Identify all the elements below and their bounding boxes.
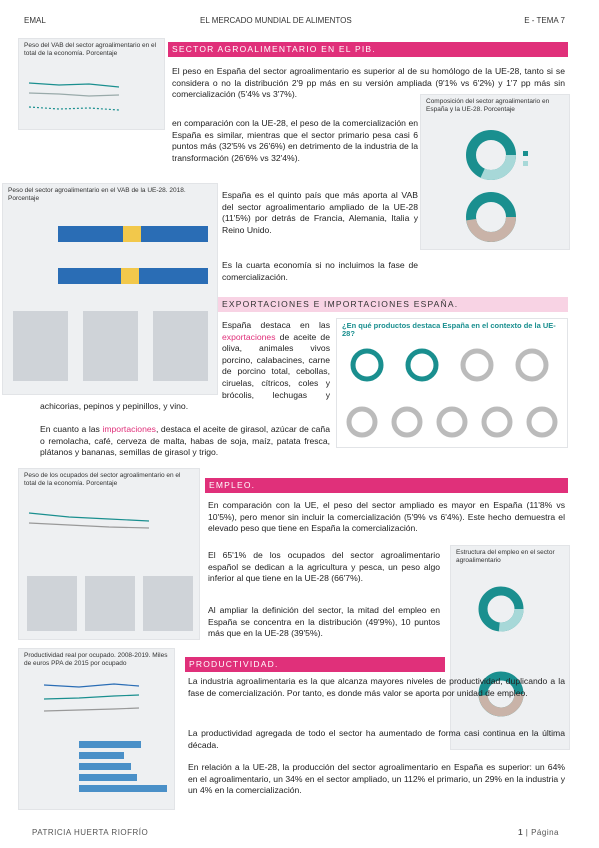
figure-graphic [466,130,528,242]
paragraph: España destaca en las exportaciones de a… [40,320,330,413]
figure-graphic [13,226,208,381]
section-heading: SECTOR AGROALIMENTARIO EN EL PIB. [168,42,568,57]
figure-graphic [28,82,120,111]
figure: Peso del VAB del sector agroalimentario … [18,38,165,130]
section-heading: EMPLEO. [205,478,568,493]
header-center: EL MERCADO MUNDIAL DE ALIMENTOS [200,16,352,25]
section-heading: PRODUCTIVIDAD. [185,657,445,672]
paragraph: en comparación con la UE-28, el peso de … [172,118,418,163]
text: , destaca el aceite de girasol, azúcar d… [40,424,330,458]
figure: ¿En qué productos destaca España en el c… [336,318,568,448]
figure-graphic [478,586,524,717]
figure: Peso de los ocupados del sector agroalim… [18,468,200,640]
paragraph: La industria agroalimentaria es la que a… [188,676,565,698]
paragraph: España es el quinto país que más aporta … [222,190,418,235]
figure-graphic [43,683,167,792]
text: En cuanto a las [40,424,103,434]
paragraph: Al ampliar la definición del sector, la … [208,605,440,639]
highlight: exportaciones [222,331,276,342]
paragraph: La productividad agregada de todo el sec… [188,728,565,750]
footer-page: 1 | Página [518,828,559,837]
text: de aceite de oliva, animales vivos porci… [40,331,330,412]
figure-graphic [27,512,193,631]
paragraph: El 65'1% de los ocupados del sector agro… [208,550,440,584]
figure-title: Peso del sector agroalimentario en el VA… [8,187,186,202]
footer-author: PATRICIA HUERTA RIOFRÍO [32,828,149,837]
highlight: importaciones [102,424,156,434]
figure-title: Peso del VAB del sector agroalimentario … [24,42,157,57]
paragraph: En comparación con la UE, el peso del se… [208,500,565,534]
figure-title: Estructura del empleo en el sector agroa… [456,549,555,564]
paragraph: Es la cuarta economía si no incluimos la… [222,260,418,282]
paragraph: El peso en España del sector agroaliment… [172,66,565,100]
figure: Productividad real por ocupado. 2008-201… [18,648,175,810]
page-word: Página [531,828,559,837]
figure-title: Composición del sector agroalimentario e… [426,98,550,113]
figure-title: Productividad real por ocupado. 2008-201… [24,652,168,667]
figure: Estructura del empleo en el sector agroa… [450,545,570,750]
figure: Composición del sector agroalimentario e… [420,94,570,250]
text: España destaca en las [222,320,330,330]
text-block: España destaca en las exportaciones de a… [40,320,330,413]
page-number: 1 [518,828,524,837]
paragraph: En relación a la UE-28, la producción de… [188,762,565,796]
figure: Peso del sector agroalimentario en el VA… [2,183,218,395]
paragraph: En cuanto a las importaciones, destaca e… [40,424,330,459]
header-right: E - TEMA 7 [524,16,565,25]
section-heading: EXPORTACIONES E IMPORTACIONES ESPAÑA. [218,297,568,312]
header-left: EMAL [24,16,46,25]
figure-title: Peso de los ocupados del sector agroalim… [24,472,181,487]
figure-graphic [346,348,558,438]
figure-title: ¿En qué productos destaca España en el c… [342,321,556,338]
